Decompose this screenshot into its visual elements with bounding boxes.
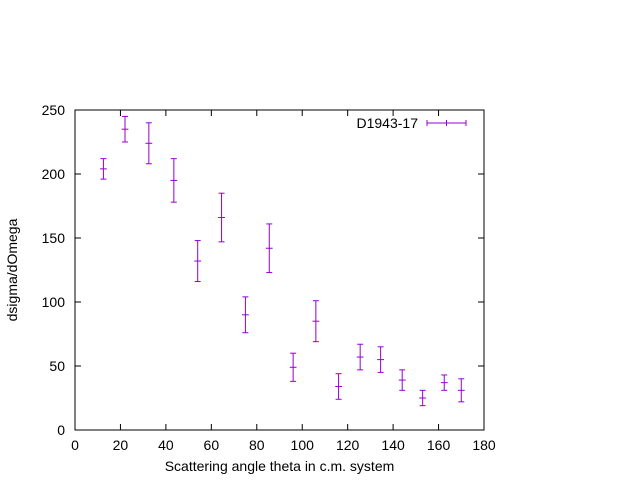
data-point (457, 378, 465, 403)
data-point (170, 158, 178, 203)
data-point (218, 192, 225, 243)
y-tick-label: 50 (49, 358, 65, 374)
x-axis-label: Scattering angle theta in c.m. system (165, 458, 395, 474)
data-point (335, 373, 342, 400)
data-point (312, 300, 320, 343)
data-point (419, 389, 427, 407)
x-tick-label: 100 (291, 437, 315, 453)
y-tick-label: 250 (42, 102, 66, 118)
data-point (356, 343, 364, 371)
x-tick-label: 180 (472, 437, 496, 453)
x-tick-label: 80 (249, 437, 265, 453)
data-point (99, 158, 107, 180)
data-point (289, 352, 297, 382)
legend: D1943-17 (357, 115, 467, 131)
x-tick-label: 40 (158, 437, 174, 453)
data-point (440, 374, 448, 391)
data-point (121, 115, 129, 143)
y-tick-label: 0 (57, 422, 65, 438)
data-point (398, 369, 406, 391)
data-point (265, 223, 273, 274)
data-point (145, 122, 153, 165)
y-axis-label: dsigma/dOmega (4, 218, 20, 321)
legend-label: D1943-17 (357, 115, 419, 131)
data-point (242, 296, 249, 334)
x-tick-label: 120 (336, 437, 360, 453)
series-layer (99, 115, 465, 407)
data-point (194, 240, 202, 283)
y-tick-label: 200 (42, 166, 66, 182)
plot-frame (74, 109, 485, 431)
ticks-layer: 0 20 40 60 80 100 120 140 160 180 0 50 100 150 200 250 (42, 102, 496, 453)
legend-sample (426, 120, 467, 126)
x-tick-label: 0 (71, 437, 79, 453)
data-point (377, 346, 385, 373)
y-tick-label: 150 (42, 230, 66, 246)
y-tick-label: 100 (42, 294, 66, 310)
x-tick-label: 20 (113, 437, 129, 453)
x-tick-label: 160 (427, 437, 451, 453)
x-tick-label: 140 (381, 437, 405, 453)
x-tick-label: 60 (204, 437, 220, 453)
